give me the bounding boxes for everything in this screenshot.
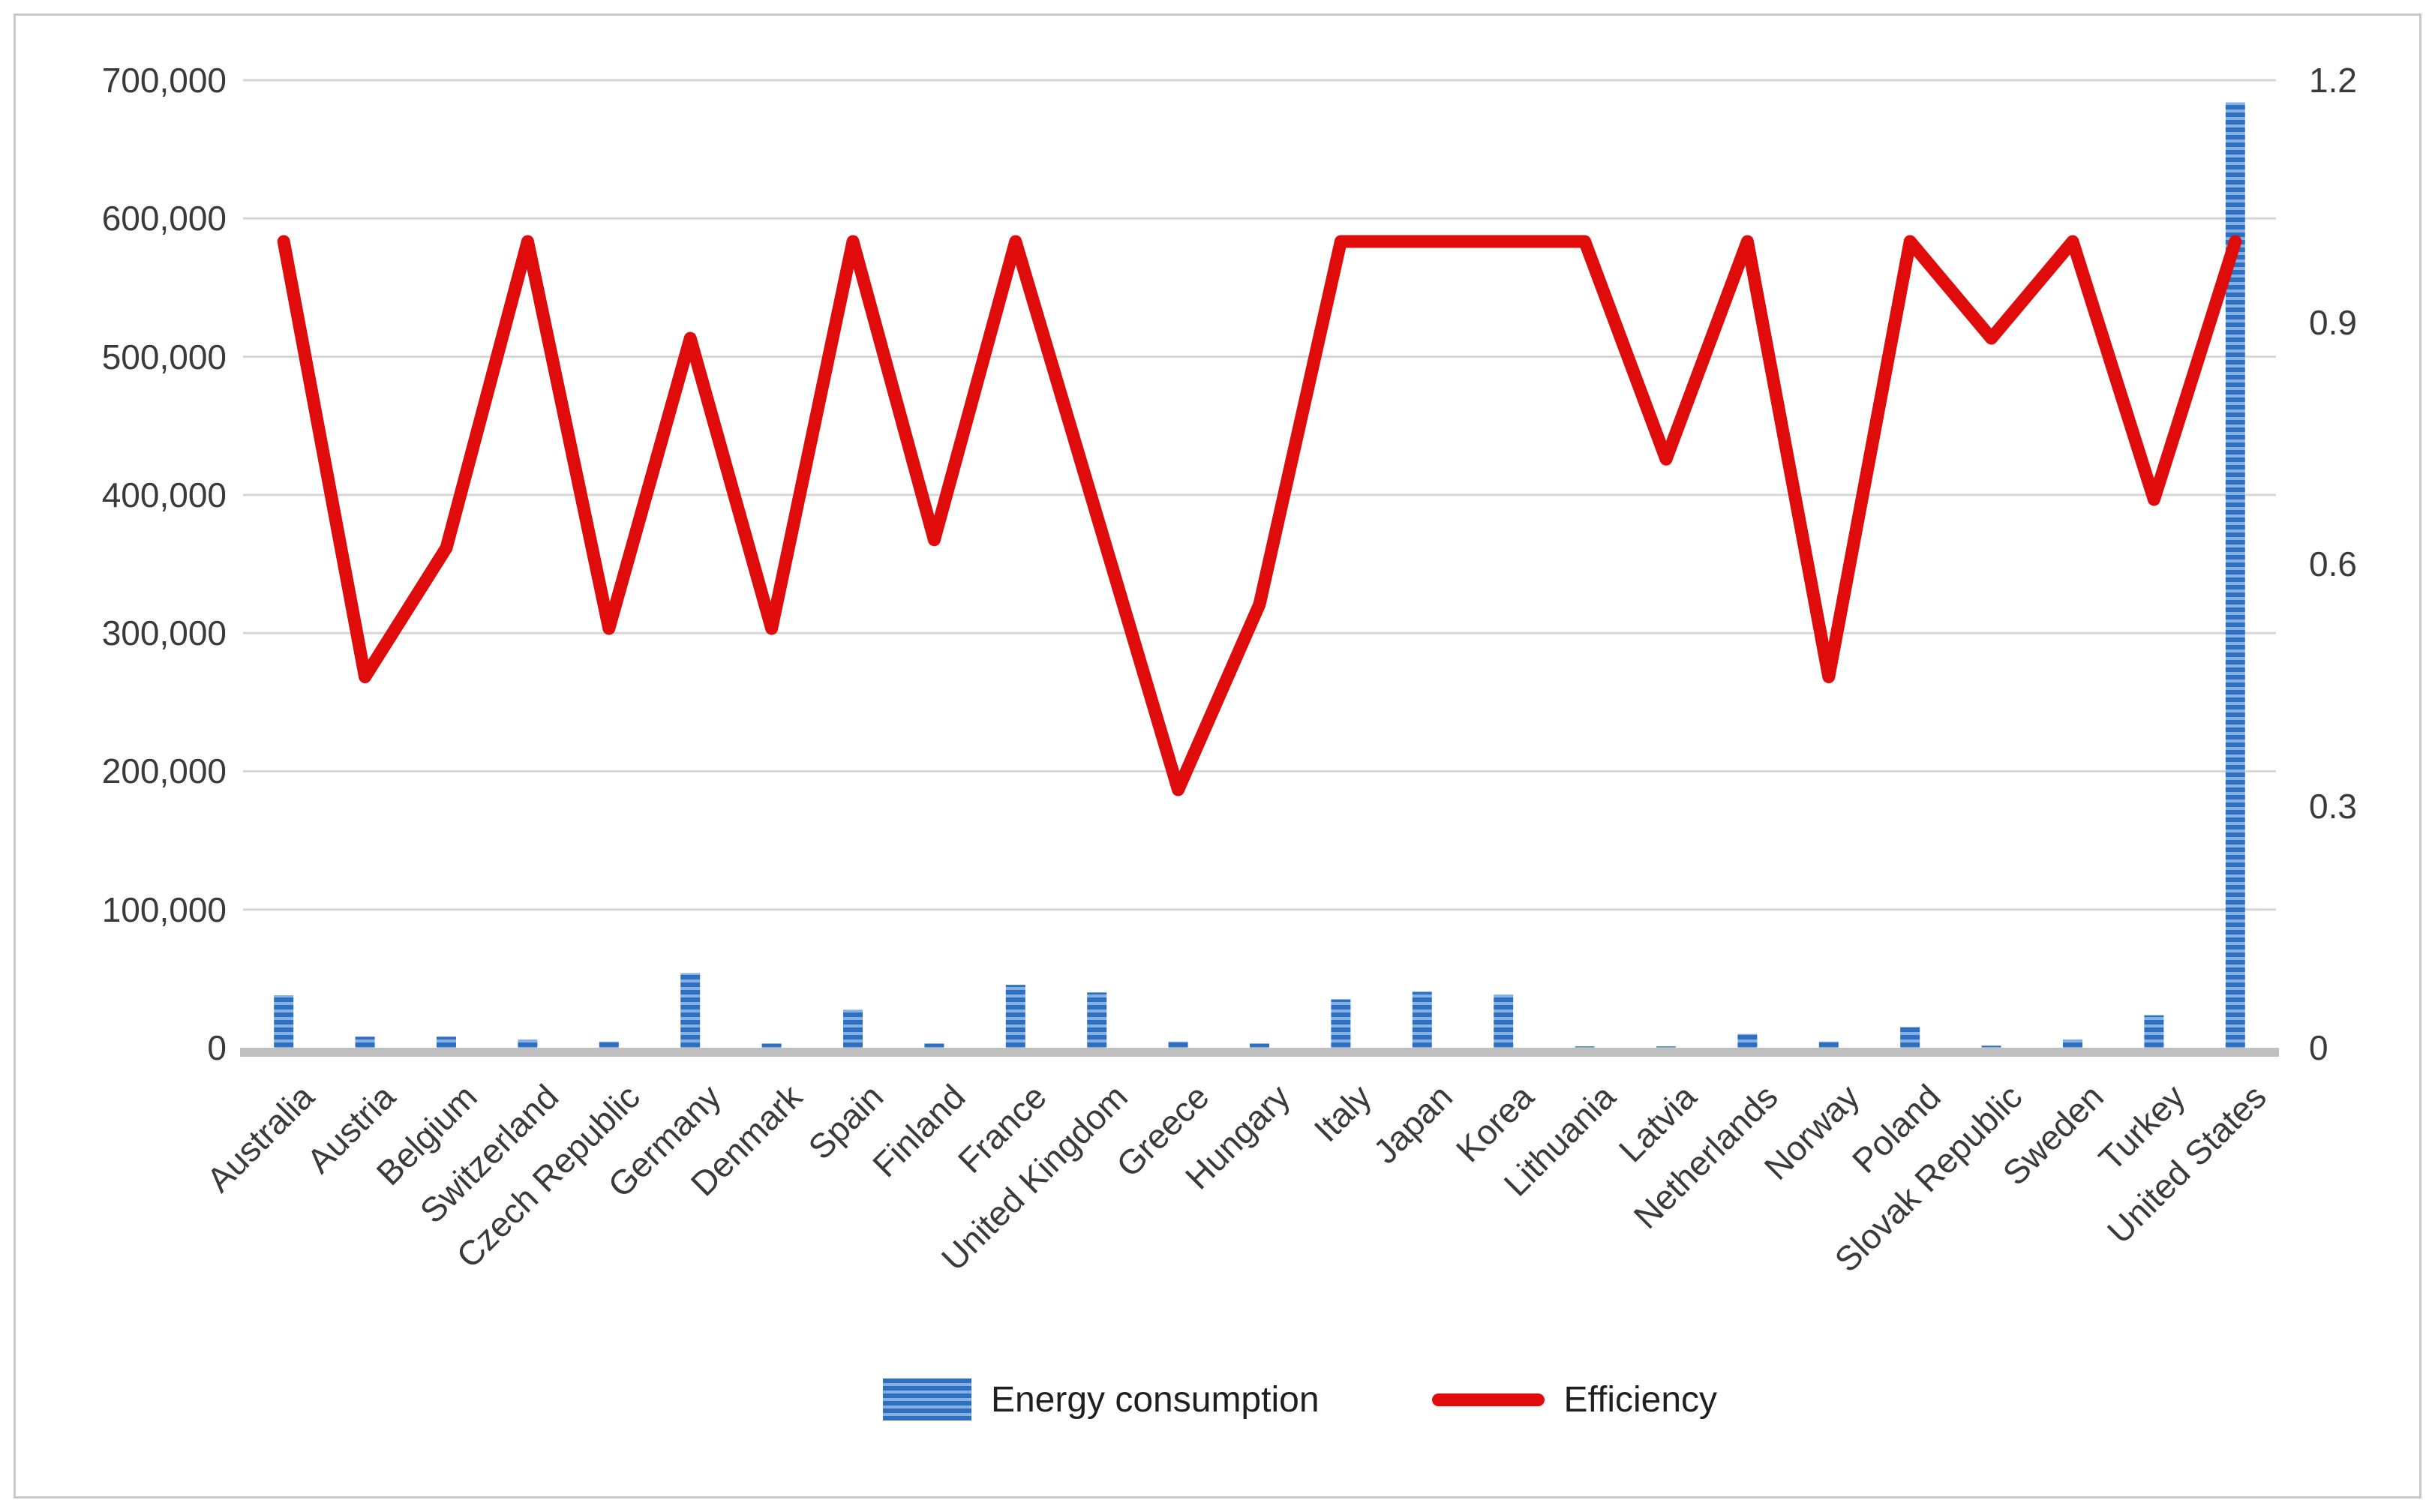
left-axis-tick-label: 200,000 xyxy=(101,752,227,791)
bar-Japan xyxy=(1412,992,1432,1048)
left-axis-tick-label: 100,000 xyxy=(101,890,227,929)
bar-Czech Republic xyxy=(599,1041,619,1048)
left-axis-tick-label: 500,000 xyxy=(101,337,227,376)
gridlines xyxy=(240,79,2279,1057)
bar-Latvia xyxy=(1656,1046,1676,1048)
left-axis-tick-label: 400,000 xyxy=(101,475,227,514)
right-axis-tick-label: 1.2 xyxy=(2309,61,2357,100)
bar-Turkey xyxy=(2144,1015,2164,1048)
bar-series-swatch-icon xyxy=(882,1378,971,1420)
line-series-swatch-icon xyxy=(1431,1393,1545,1406)
legend-label-efficiency: Efficiency xyxy=(1563,1379,1718,1420)
bar-Australia xyxy=(274,994,294,1048)
bar-Netherlands xyxy=(1737,1034,1758,1048)
bar-Slovak Republic xyxy=(1981,1046,2001,1048)
bar-Lithuania xyxy=(1575,1046,1595,1048)
right-axis-tick-label: 0 xyxy=(2309,1028,2328,1067)
legend: Energy consumption Efficiency xyxy=(0,1378,2435,1420)
legend-item-efficiency: Efficiency xyxy=(1431,1379,1718,1420)
left-axis-tick-label: 0 xyxy=(207,1028,227,1067)
bar-Sweden xyxy=(2063,1039,2082,1048)
right-axis-tick-label: 0.9 xyxy=(2309,302,2357,342)
bar-Italy xyxy=(1331,999,1351,1048)
bar-Greece xyxy=(1168,1041,1188,1048)
left-axis-tick-label: 600,000 xyxy=(101,199,227,238)
right-axis-tick-label: 0.6 xyxy=(2309,544,2357,584)
figure-border xyxy=(14,14,2421,1498)
bar-Switzerland xyxy=(518,1039,538,1048)
bar-Poland xyxy=(1900,1027,1920,1048)
energy-consumption-bars xyxy=(274,102,2245,1048)
bar-Finland xyxy=(924,1043,944,1048)
bar-Belgium xyxy=(437,1036,456,1048)
left-axis-tick-label: 300,000 xyxy=(101,614,227,653)
bar-Norway xyxy=(1818,1041,1839,1048)
bar-Korea xyxy=(1494,994,1514,1048)
efficiency-polyline xyxy=(277,235,2242,796)
bar-United Kingdom xyxy=(1087,992,1107,1048)
legend-label-energy-consumption: Energy consumption xyxy=(990,1379,1320,1420)
legend-item-energy-consumption: Energy consumption xyxy=(882,1378,1320,1420)
efficiency-line xyxy=(277,235,2242,796)
bar-Denmark xyxy=(761,1043,782,1048)
bar-Germany xyxy=(680,973,701,1048)
left-axis-tick-label: 700,000 xyxy=(101,61,227,100)
bar-France xyxy=(1005,985,1025,1048)
bar-Hungary xyxy=(1250,1043,1269,1048)
bar-Spain xyxy=(843,1010,863,1048)
right-axis-tick-label: 0.3 xyxy=(2309,786,2357,826)
bar-Austria xyxy=(355,1036,375,1048)
x-axis-line xyxy=(240,1048,2279,1057)
